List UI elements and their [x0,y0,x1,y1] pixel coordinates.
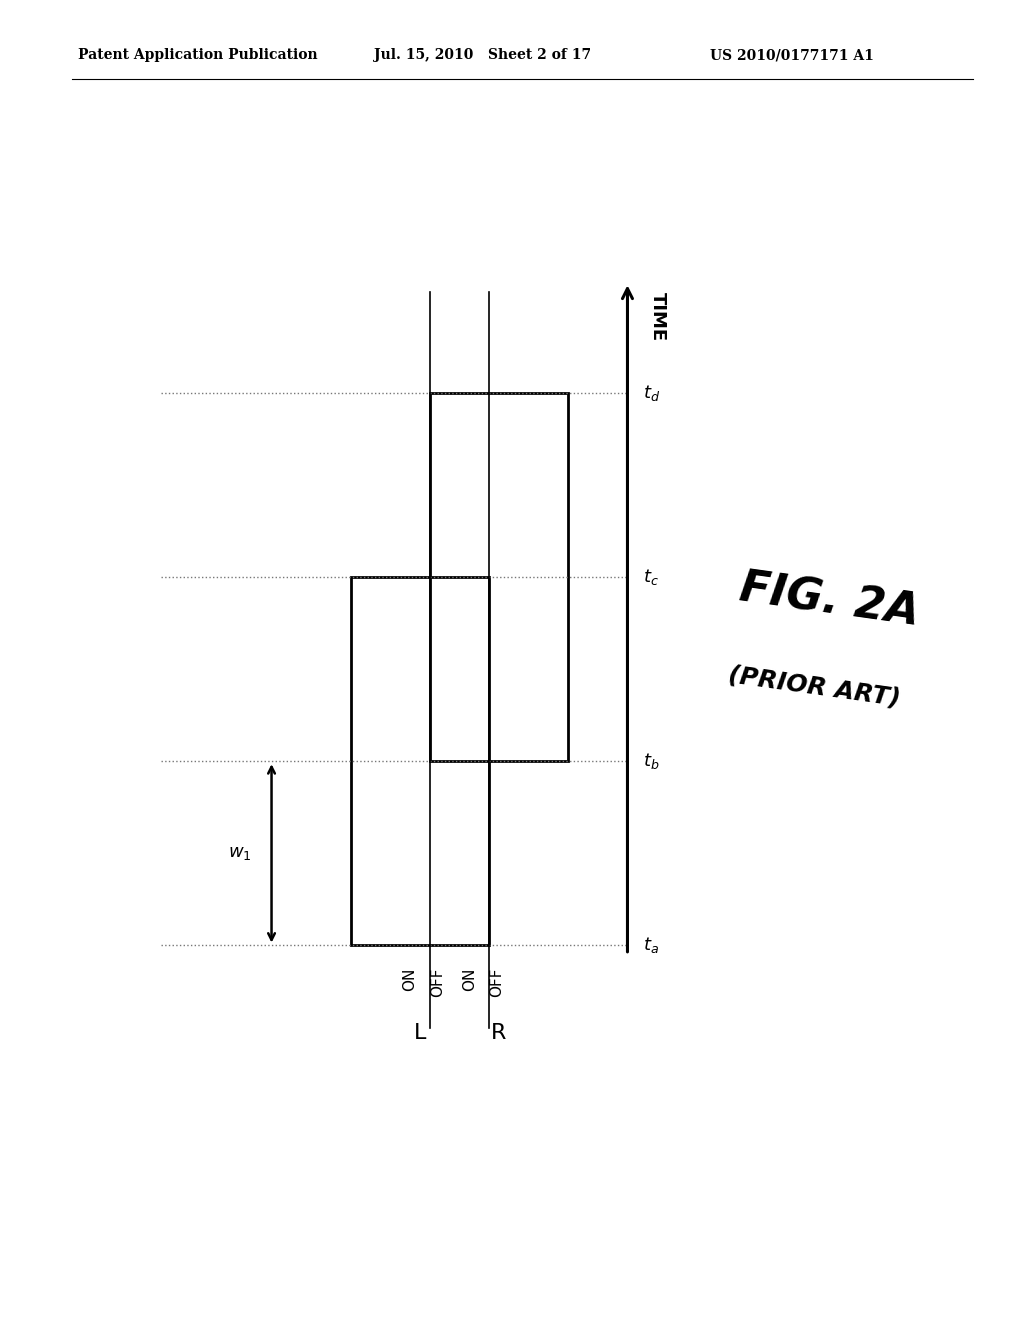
Text: ON: ON [462,968,477,991]
Text: $t_c$: $t_c$ [643,568,659,587]
Text: $t_d$: $t_d$ [643,383,660,403]
Text: (PRIOR ART): (PRIOR ART) [727,663,902,710]
Text: US 2010/0177171 A1: US 2010/0177171 A1 [710,49,873,62]
Text: $t_a$: $t_a$ [643,936,659,956]
Text: $w_1$: $w_1$ [228,845,252,862]
Text: R: R [492,1023,507,1043]
Bar [430,393,568,762]
Text: FIG. 2A: FIG. 2A [737,566,923,635]
Text: Jul. 15, 2010   Sheet 2 of 17: Jul. 15, 2010 Sheet 2 of 17 [374,49,591,62]
Text: ON: ON [402,968,418,991]
Text: TIME: TIME [649,292,668,341]
Text: $t_b$: $t_b$ [643,751,659,771]
Text: Patent Application Publication: Patent Application Publication [78,49,317,62]
Text: L: L [414,1023,426,1043]
Text: OFF: OFF [489,968,505,997]
Text: OFF: OFF [430,968,445,997]
Bar [350,577,489,945]
